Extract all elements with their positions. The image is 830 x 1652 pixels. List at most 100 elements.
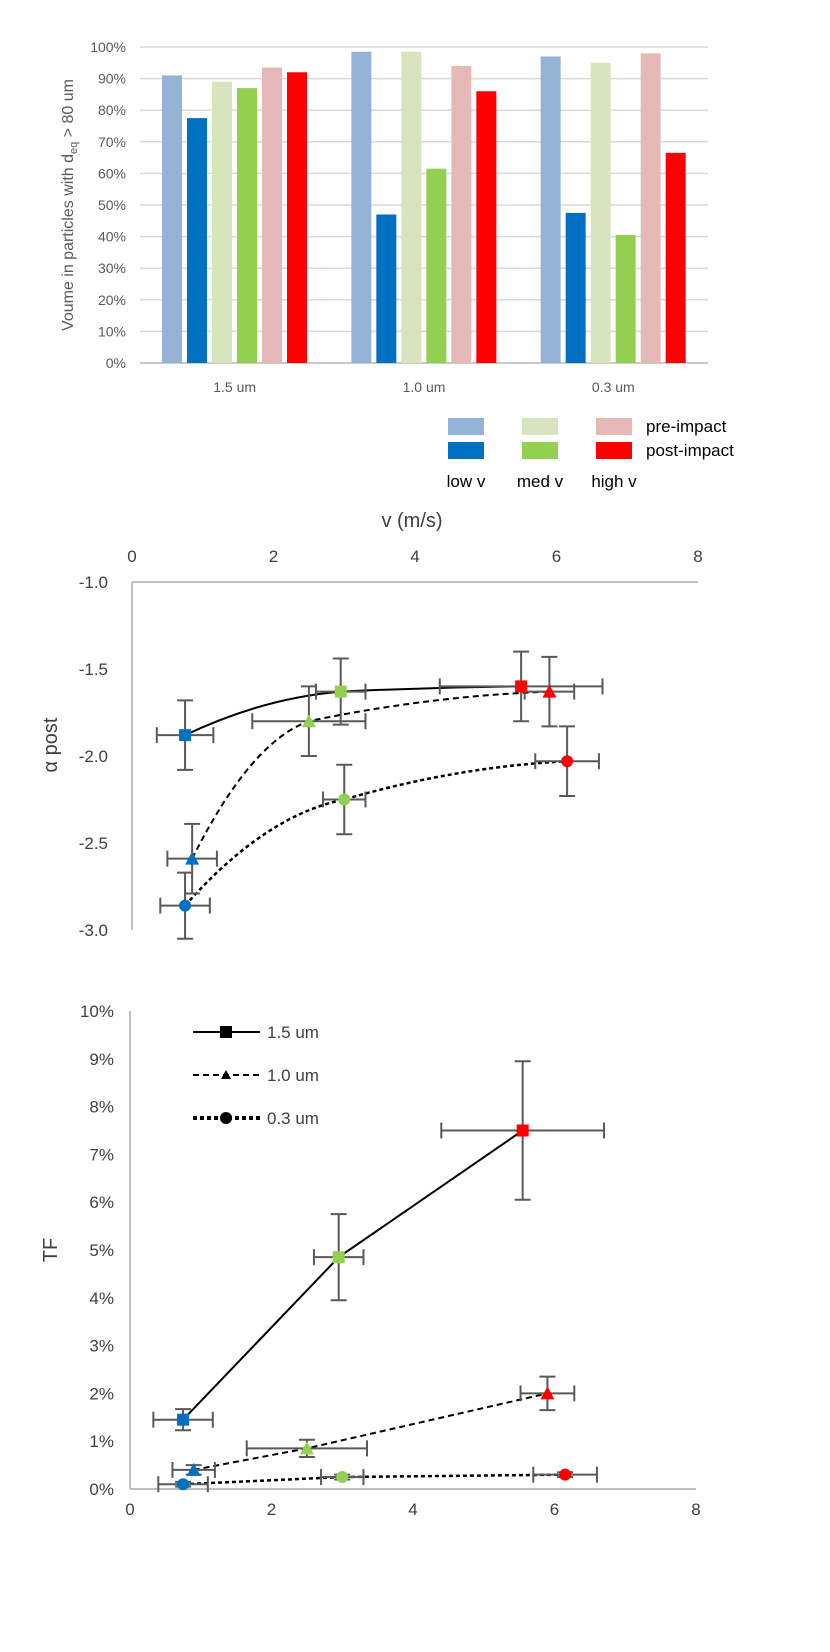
series-line bbox=[184, 685, 522, 737]
marker-circle bbox=[338, 793, 351, 806]
bar bbox=[212, 81, 232, 363]
y-tick-label: -2.0 bbox=[79, 747, 108, 766]
x-tick-label: 6 bbox=[550, 1500, 559, 1519]
marker-triangle bbox=[185, 851, 200, 865]
y-tick-label: 4% bbox=[89, 1289, 114, 1308]
y-tick-label: 60% bbox=[98, 165, 126, 181]
tf-chart: 0 2 4 6 8 0% 1% 2% 3% 4% 5% 6% 7% 8% 9% 10% TF 1.5 um 1.0 … bbox=[40, 1002, 701, 1519]
y-tick-label: 50% bbox=[98, 197, 126, 213]
legend-label: 1.5 um bbox=[267, 1023, 319, 1042]
y-tick-label: 1% bbox=[89, 1432, 114, 1451]
y-title-tail: > 80 um bbox=[60, 79, 77, 142]
bar bbox=[665, 152, 686, 363]
bar bbox=[426, 168, 447, 363]
x-tick-label: 2 bbox=[269, 547, 278, 566]
bar bbox=[262, 67, 282, 363]
legend-row-label: post-impact bbox=[646, 441, 734, 460]
x-tick-label: 0 bbox=[125, 1500, 134, 1519]
y-axis-title: α post bbox=[40, 717, 62, 772]
y-tick-label: 80% bbox=[98, 102, 126, 118]
marker-triangle bbox=[301, 714, 316, 728]
x-tick-label: 8 bbox=[693, 547, 702, 566]
legend-swatch bbox=[448, 418, 484, 435]
bar bbox=[187, 118, 207, 363]
legend-column-label: low v bbox=[447, 472, 486, 491]
marker-triangle bbox=[540, 1386, 555, 1400]
marker-square bbox=[177, 1413, 190, 1426]
y-tick-label: -2.5 bbox=[79, 834, 108, 853]
marker-circle bbox=[220, 1112, 232, 1124]
bar bbox=[287, 72, 307, 363]
marker-triangle bbox=[186, 1462, 201, 1476]
y-axis-title: Voume in particles with deq > 80 um bbox=[60, 79, 80, 331]
y-tick-label: 5% bbox=[89, 1241, 114, 1260]
marker-square bbox=[179, 729, 192, 742]
y-tick-label: 9% bbox=[89, 1050, 114, 1069]
marker-square bbox=[334, 685, 347, 698]
y-tick-label: 100% bbox=[90, 39, 126, 55]
marker-circle bbox=[561, 755, 574, 768]
legend-row-label: pre-impact bbox=[646, 417, 727, 436]
legend-label: 1.0 um bbox=[267, 1066, 319, 1085]
x-category-label: 1.5 um bbox=[213, 379, 256, 395]
y-axis-title: TF bbox=[40, 1238, 62, 1262]
marker-triangle bbox=[299, 1441, 314, 1455]
bar-chart: 0% 10% 20% 30% 40% 50% 60% 70% 80% 90% 100% 1.5 um 1… bbox=[60, 39, 734, 491]
y-tick-label: 8% bbox=[89, 1098, 114, 1117]
marker-square bbox=[516, 1124, 529, 1137]
x-tick-label: 8 bbox=[691, 1500, 700, 1519]
legend-swatch bbox=[522, 442, 558, 459]
bar bbox=[476, 91, 497, 364]
marker-circle bbox=[179, 899, 192, 912]
marker-square bbox=[515, 680, 528, 693]
y-tick-label: 7% bbox=[89, 1145, 114, 1164]
marker-circle bbox=[177, 1478, 190, 1491]
legend-swatch bbox=[596, 442, 632, 459]
bar bbox=[640, 53, 661, 363]
tf-legend: 1.5 um 1.0 um 0.3 um bbox=[193, 1023, 319, 1128]
series-line bbox=[191, 690, 550, 860]
legend-label: 0.3 um bbox=[267, 1109, 319, 1128]
x-tick-label: 2 bbox=[267, 1500, 276, 1519]
y-title-subscript: eq bbox=[68, 142, 80, 154]
bar bbox=[351, 51, 372, 364]
y-tick-label: -1.0 bbox=[79, 573, 108, 592]
y-tick-label: -1.5 bbox=[79, 660, 108, 679]
alpha-post-chart: 0 2 4 6 8 -1.0 -1.5 -2.0 -2.5 -3.0 v (m/s) α post bbox=[40, 510, 703, 940]
x-tick-label: 4 bbox=[410, 547, 419, 566]
marker-square bbox=[220, 1026, 232, 1038]
bar bbox=[401, 51, 422, 364]
marker-triangle bbox=[221, 1070, 231, 1079]
y-tick-label: 90% bbox=[98, 71, 126, 87]
series-line bbox=[182, 1129, 524, 1421]
bar bbox=[237, 88, 257, 363]
y-tick-label: 10% bbox=[98, 323, 126, 339]
y-tick-label: -3.0 bbox=[79, 921, 108, 940]
series-line bbox=[183, 1473, 566, 1486]
y-tick-label: 2% bbox=[89, 1384, 114, 1403]
bar bbox=[376, 214, 397, 363]
x-tick-label: 0 bbox=[127, 547, 136, 566]
legend-swatch bbox=[448, 442, 484, 459]
legend-swatch bbox=[522, 418, 558, 435]
marker-triangle bbox=[542, 684, 557, 698]
marker-circle bbox=[559, 1468, 572, 1481]
y-title-main: Voume in particles with d bbox=[60, 154, 77, 331]
legend-column-label: high v bbox=[591, 472, 637, 491]
x-category-label: 1.0 um bbox=[403, 379, 446, 395]
series-line bbox=[184, 759, 568, 907]
x-tick-label: 6 bbox=[552, 547, 561, 566]
x-axis-title: v (m/s) bbox=[381, 510, 442, 532]
y-tick-label: 30% bbox=[98, 260, 126, 276]
marker-circle bbox=[336, 1471, 349, 1484]
bar bbox=[451, 65, 472, 364]
y-tick-label: 6% bbox=[89, 1193, 114, 1212]
legend-swatch bbox=[596, 418, 632, 435]
bar-legend: low v med v high v pre-impact post-impact bbox=[447, 417, 735, 491]
y-tick-label: 40% bbox=[98, 229, 126, 245]
x-category-label: 0.3 um bbox=[592, 379, 635, 395]
y-tick-label: 20% bbox=[98, 292, 126, 308]
marker-square bbox=[332, 1251, 345, 1264]
series-line bbox=[193, 1392, 548, 1471]
